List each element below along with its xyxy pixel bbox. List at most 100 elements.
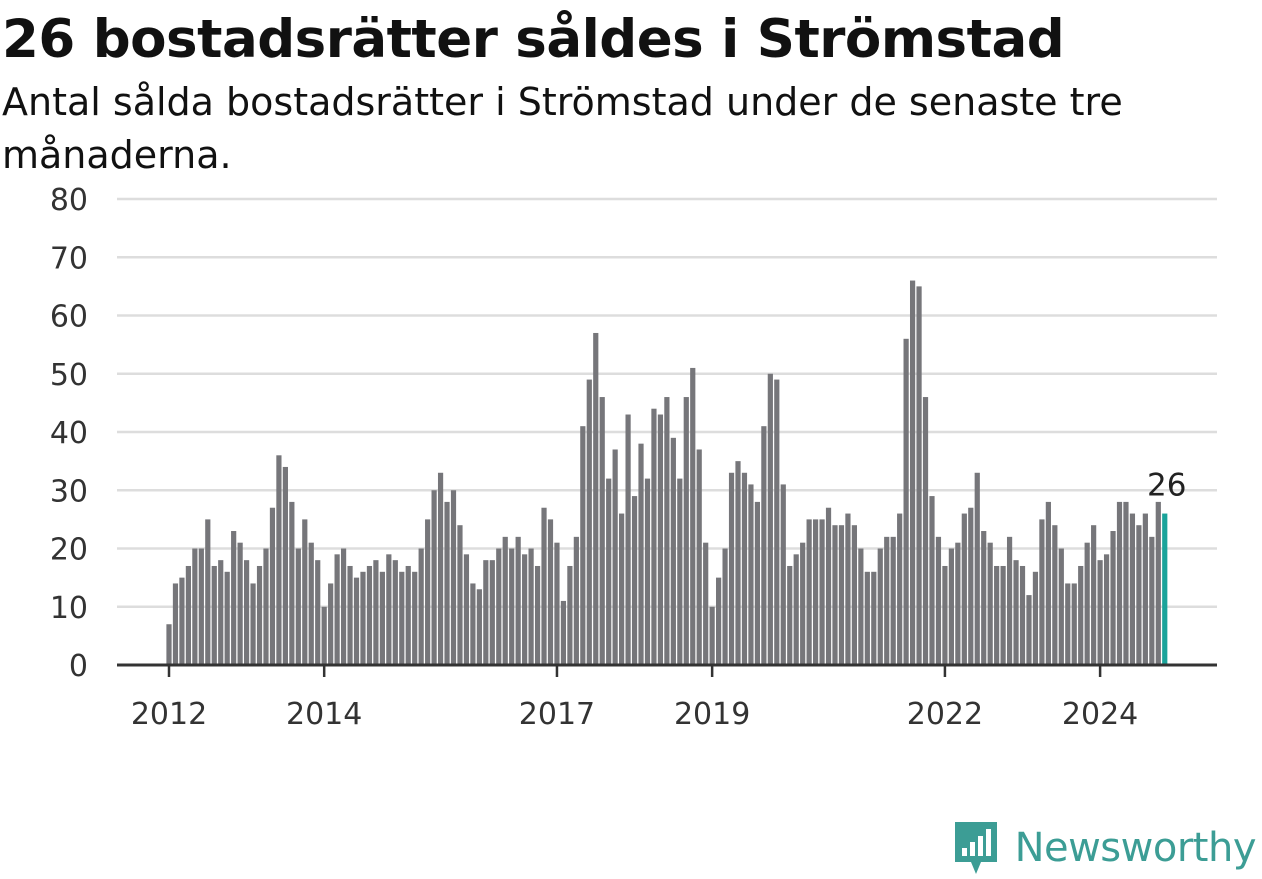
bar bbox=[192, 548, 198, 665]
bar bbox=[1129, 513, 1136, 665]
x-tick-label: 2014 bbox=[286, 697, 362, 732]
bar bbox=[412, 571, 418, 665]
bar bbox=[728, 472, 735, 665]
bar bbox=[522, 554, 528, 665]
bar bbox=[631, 496, 638, 665]
bar bbox=[399, 571, 405, 665]
bar bbox=[722, 548, 728, 665]
bar-chart-speech-bubble-icon bbox=[954, 822, 997, 874]
bar bbox=[1142, 513, 1148, 665]
bar bbox=[606, 478, 612, 665]
bar bbox=[968, 507, 974, 665]
bar bbox=[754, 501, 761, 665]
bar bbox=[1052, 525, 1058, 665]
bar bbox=[515, 536, 521, 665]
bar bbox=[567, 565, 573, 665]
bar bbox=[340, 548, 347, 665]
bar bbox=[625, 414, 631, 665]
bar bbox=[935, 536, 942, 665]
bar bbox=[1103, 554, 1110, 665]
bar bbox=[1097, 560, 1103, 665]
bar bbox=[787, 565, 793, 665]
bar bbox=[334, 554, 340, 665]
bar bbox=[664, 397, 670, 665]
bar bbox=[580, 426, 586, 665]
bar bbox=[651, 408, 657, 665]
bar bbox=[690, 367, 696, 665]
bar bbox=[884, 536, 890, 665]
bar bbox=[289, 501, 295, 665]
bar bbox=[470, 583, 476, 665]
bar bbox=[560, 600, 567, 665]
y-tick-label: 80 bbox=[50, 183, 88, 218]
bar bbox=[373, 560, 379, 665]
bar bbox=[987, 542, 993, 665]
bar bbox=[321, 606, 327, 665]
bar bbox=[761, 426, 767, 665]
bar bbox=[1078, 565, 1084, 665]
bar bbox=[657, 414, 664, 665]
bar bbox=[1136, 525, 1142, 665]
bar bbox=[315, 560, 321, 665]
bar bbox=[955, 542, 961, 665]
bar bbox=[670, 437, 676, 665]
x-tick-label: 2012 bbox=[131, 697, 207, 732]
bar bbox=[302, 519, 308, 666]
y-tick-label: 50 bbox=[50, 358, 88, 393]
bar bbox=[282, 466, 288, 665]
brand: Newsworthy bbox=[951, 818, 1257, 878]
bar bbox=[263, 548, 269, 665]
bar bbox=[457, 525, 463, 665]
bar bbox=[961, 513, 967, 665]
bar bbox=[405, 565, 411, 665]
bar bbox=[780, 484, 786, 665]
y-tick-label: 60 bbox=[50, 300, 88, 335]
bar bbox=[942, 565, 948, 665]
bar bbox=[541, 507, 547, 665]
x-tick-label: 2024 bbox=[1062, 697, 1138, 732]
y-tick-label: 40 bbox=[50, 416, 88, 451]
y-tick-label: 10 bbox=[50, 591, 88, 626]
bar bbox=[444, 501, 450, 665]
bar bbox=[800, 542, 806, 665]
bar bbox=[509, 548, 515, 665]
bar bbox=[1045, 501, 1051, 665]
bar bbox=[638, 443, 644, 665]
bar bbox=[748, 484, 754, 665]
bar bbox=[211, 565, 217, 665]
bar bbox=[366, 565, 373, 665]
bar bbox=[683, 397, 689, 665]
bar bbox=[1071, 583, 1077, 665]
bar bbox=[948, 548, 954, 665]
bar bbox=[360, 571, 366, 665]
x-tick-label: 2022 bbox=[907, 697, 983, 732]
bar bbox=[250, 583, 256, 665]
bar bbox=[179, 577, 185, 666]
bar bbox=[974, 472, 980, 665]
bar bbox=[463, 554, 470, 665]
bar bbox=[476, 589, 482, 665]
bar bbox=[172, 583, 179, 665]
bar bbox=[838, 525, 845, 665]
bar bbox=[237, 542, 243, 665]
bar bbox=[353, 577, 360, 666]
bar bbox=[1013, 560, 1019, 665]
bar bbox=[774, 379, 780, 665]
bar bbox=[1032, 571, 1039, 665]
bar bbox=[295, 548, 301, 665]
bar bbox=[483, 560, 489, 665]
last-value-label: 26 bbox=[1147, 468, 1186, 504]
bar bbox=[890, 536, 896, 665]
bar bbox=[793, 554, 799, 665]
bar bbox=[308, 542, 314, 665]
bar bbox=[871, 571, 877, 665]
brand-name: Newsworthy bbox=[1014, 825, 1257, 871]
bar bbox=[554, 542, 560, 665]
bar bbox=[858, 548, 864, 665]
bar bbox=[845, 513, 851, 665]
bar bbox=[502, 536, 508, 665]
bar bbox=[877, 548, 883, 665]
bar bbox=[1123, 501, 1129, 665]
bar bbox=[205, 519, 211, 666]
bar bbox=[813, 519, 819, 666]
